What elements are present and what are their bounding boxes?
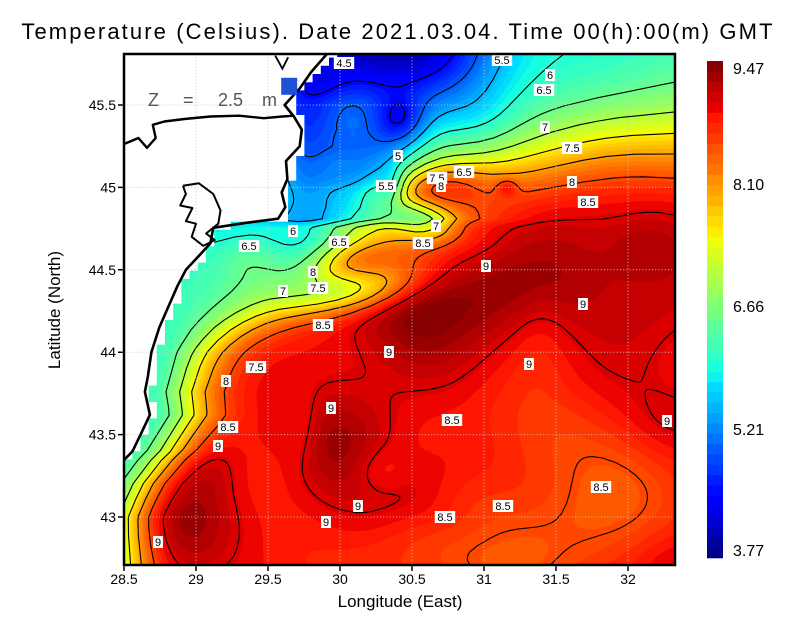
svg-text:8: 8 (438, 181, 444, 193)
svg-text:6.66: 6.66 (733, 299, 764, 316)
svg-text:8.5: 8.5 (220, 422, 235, 434)
svg-text:30.5: 30.5 (398, 571, 425, 587)
svg-text:Longitude (East): Longitude (East) (338, 592, 463, 611)
svg-text:29.5: 29.5 (254, 571, 281, 587)
svg-text:30: 30 (332, 571, 348, 587)
svg-text:8.5: 8.5 (495, 501, 510, 513)
svg-text:7: 7 (433, 221, 439, 233)
svg-text:45.5: 45.5 (89, 97, 116, 113)
svg-text:Latitude (North): Latitude (North) (45, 251, 64, 369)
svg-text:7: 7 (542, 122, 548, 134)
svg-text:5: 5 (395, 151, 401, 163)
svg-text:8: 8 (223, 376, 229, 388)
svg-text:29: 29 (188, 571, 204, 587)
svg-text:43.5: 43.5 (89, 427, 116, 443)
svg-text:6: 6 (547, 70, 553, 82)
svg-text:28.5: 28.5 (110, 571, 137, 587)
svg-text:7.5: 7.5 (248, 362, 263, 374)
svg-text:44: 44 (100, 344, 116, 360)
svg-text:9: 9 (580, 299, 586, 311)
svg-text:6.5: 6.5 (536, 85, 551, 97)
svg-text:31: 31 (476, 571, 492, 587)
svg-text:6.5: 6.5 (331, 237, 346, 249)
svg-text:9: 9 (323, 517, 329, 529)
svg-text:3.77: 3.77 (733, 543, 764, 560)
svg-text:7.5: 7.5 (564, 143, 579, 155)
svg-text:8.5: 8.5 (437, 512, 452, 524)
svg-text:4.5: 4.5 (336, 58, 351, 70)
svg-text:m: m (262, 90, 277, 110)
svg-text:8: 8 (310, 267, 316, 279)
svg-text:32: 32 (620, 571, 636, 587)
svg-text:9: 9 (215, 441, 221, 453)
svg-text:9: 9 (664, 416, 670, 428)
svg-text:31.5: 31.5 (542, 571, 569, 587)
svg-text:6.5: 6.5 (241, 241, 256, 253)
svg-text:Z: Z (148, 90, 159, 110)
svg-text:5.21: 5.21 (733, 422, 764, 439)
svg-text:5.5: 5.5 (378, 181, 393, 193)
svg-text:9: 9 (483, 261, 489, 273)
svg-text:9.47: 9.47 (733, 61, 764, 78)
svg-text:9: 9 (526, 359, 532, 371)
svg-text:8.5: 8.5 (315, 320, 330, 332)
svg-text:6: 6 (290, 226, 296, 238)
svg-text:=: = (183, 90, 194, 110)
svg-text:8.10: 8.10 (733, 177, 764, 194)
svg-text:9: 9 (386, 347, 392, 359)
svg-text:45: 45 (100, 179, 116, 195)
svg-text:6.5: 6.5 (456, 167, 471, 179)
svg-text:43: 43 (100, 509, 116, 525)
svg-text:5.5: 5.5 (494, 55, 509, 67)
svg-text:9: 9 (328, 403, 334, 415)
svg-text:7: 7 (280, 286, 286, 298)
svg-text:9: 9 (155, 537, 161, 549)
svg-text:8.5: 8.5 (444, 415, 459, 427)
svg-text:44.5: 44.5 (89, 262, 116, 278)
svg-text:9: 9 (355, 501, 361, 513)
svg-text:8.5: 8.5 (415, 238, 430, 250)
svg-text:8.5: 8.5 (580, 197, 595, 209)
svg-text:Temperature (Celsius). Date 20: Temperature (Celsius). Date 2021.03.04. … (21, 19, 774, 44)
svg-text:2.5: 2.5 (218, 90, 243, 110)
svg-text:8.5: 8.5 (593, 482, 608, 494)
svg-text:7.5: 7.5 (310, 283, 325, 295)
svg-text:8: 8 (569, 177, 575, 189)
